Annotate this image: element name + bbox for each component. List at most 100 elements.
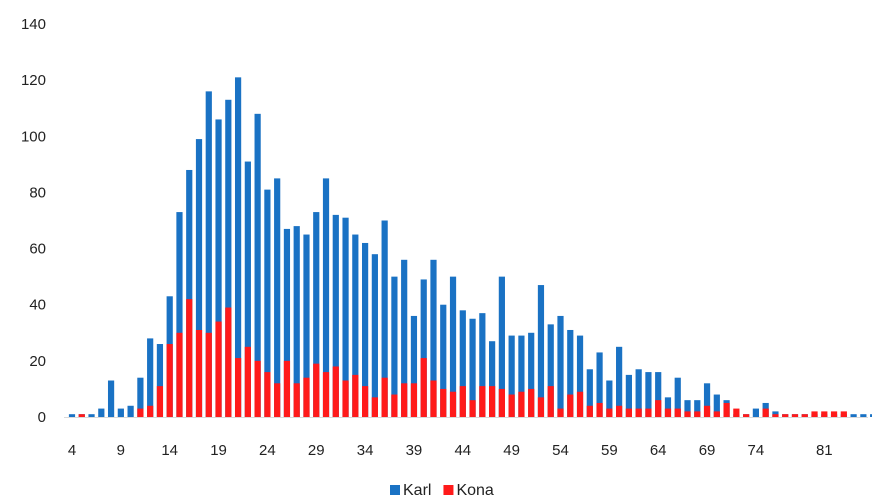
bar-karl xyxy=(137,377,144,417)
bar-karl xyxy=(576,335,584,417)
legend-swatch-karl xyxy=(390,485,400,495)
bar-karl xyxy=(205,91,212,418)
bar-kona xyxy=(625,408,632,417)
bar-karl xyxy=(430,259,437,417)
bar-kona xyxy=(489,386,496,417)
bar-karl xyxy=(342,217,349,417)
bar-kona xyxy=(498,388,505,417)
x-tick-label: 81 xyxy=(816,442,833,459)
bar-karl xyxy=(713,394,720,417)
series-karl xyxy=(68,77,872,418)
y-axis: 0 20 40 60 80 100 120 140 xyxy=(21,16,46,426)
bar-karl xyxy=(117,408,124,417)
y-tick-label: 100 xyxy=(21,128,46,145)
x-tick-label: 44 xyxy=(454,442,471,459)
bar-kona xyxy=(205,332,212,417)
bar-kona xyxy=(811,411,818,417)
bar-kona xyxy=(713,411,720,417)
bar-karl xyxy=(332,214,339,417)
bar-kona xyxy=(254,360,261,417)
bar-karl xyxy=(489,341,496,417)
legend-label-kona: Kona xyxy=(456,482,493,499)
bar-karl xyxy=(596,352,603,417)
bar-kona xyxy=(293,383,300,417)
bar-karl xyxy=(244,161,251,417)
bar-karl xyxy=(293,226,300,417)
bar-karl xyxy=(440,304,447,417)
bar-karl xyxy=(195,139,203,417)
bar-kona xyxy=(782,414,789,417)
bar-karl xyxy=(479,313,486,417)
bar-karl xyxy=(684,400,691,417)
bar-kona xyxy=(401,383,408,417)
x-tick-label: 64 xyxy=(650,442,667,459)
bar-kona xyxy=(410,383,418,417)
bar-kona xyxy=(762,408,769,417)
bar-karl xyxy=(459,310,466,417)
bar-karl xyxy=(860,414,867,417)
bar-kona xyxy=(733,408,740,417)
x-tick-label: 54 xyxy=(552,442,569,459)
bar-kona xyxy=(547,386,554,417)
legend-label-karl: Karl xyxy=(403,482,431,499)
bar-kona xyxy=(791,414,799,417)
bar-karl xyxy=(508,335,515,417)
x-tick-label: 74 xyxy=(748,442,765,459)
bar-kona xyxy=(391,394,398,417)
x-tick-label: 9 xyxy=(117,442,125,459)
bar-karl xyxy=(625,374,632,417)
bar-karl xyxy=(303,234,310,417)
bar-karl xyxy=(410,315,418,417)
bar-kona xyxy=(147,405,154,417)
bar-karl xyxy=(352,234,359,417)
bar-kona xyxy=(821,411,828,417)
bar-karl xyxy=(557,315,564,417)
bar-karl xyxy=(225,99,232,417)
x-tick-label: 39 xyxy=(406,442,423,459)
bar-kona xyxy=(371,397,378,417)
bar-kona xyxy=(459,386,466,417)
bar-karl xyxy=(703,383,711,417)
bar-kona xyxy=(518,391,525,417)
bar-kona xyxy=(606,408,613,417)
bar-kona xyxy=(469,400,476,417)
bar-karl xyxy=(498,276,505,417)
bar-kona xyxy=(801,414,808,417)
bar-kona xyxy=(244,346,251,417)
x-tick-label: 49 xyxy=(503,442,520,459)
y-tick-label: 20 xyxy=(29,353,46,370)
bar-kona xyxy=(557,408,564,417)
bar-kona xyxy=(332,366,339,417)
bar-kona xyxy=(743,414,750,417)
bar-kona xyxy=(703,405,711,417)
bar-kona xyxy=(186,299,193,417)
bar-karl xyxy=(215,119,222,417)
bar-kona xyxy=(596,402,603,417)
bar-kona xyxy=(381,377,388,417)
bar-kona xyxy=(449,391,457,417)
bar-karl xyxy=(420,279,427,417)
bar-kona xyxy=(234,358,242,417)
bar-karl xyxy=(127,405,134,417)
bar-karl xyxy=(537,285,545,417)
bar-kona xyxy=(274,383,281,417)
bar-kona xyxy=(576,391,584,417)
bar-kona xyxy=(195,329,203,417)
bar-karl xyxy=(694,400,701,417)
bar-kona xyxy=(342,380,349,417)
bar-karl xyxy=(528,332,535,417)
bar-kona xyxy=(313,363,320,417)
bar-kona xyxy=(635,408,642,417)
y-tick-label: 60 xyxy=(29,241,46,258)
bar-kona xyxy=(830,411,838,417)
y-tick-label: 0 xyxy=(38,409,46,426)
bar-karl xyxy=(752,408,759,417)
bar-kona xyxy=(645,408,652,417)
bar-kona xyxy=(772,414,779,417)
bar-kona xyxy=(567,394,574,417)
bar-kona xyxy=(430,380,437,417)
bar-karl xyxy=(322,178,330,417)
bar-karl xyxy=(234,77,242,417)
bar-kona xyxy=(137,408,144,417)
